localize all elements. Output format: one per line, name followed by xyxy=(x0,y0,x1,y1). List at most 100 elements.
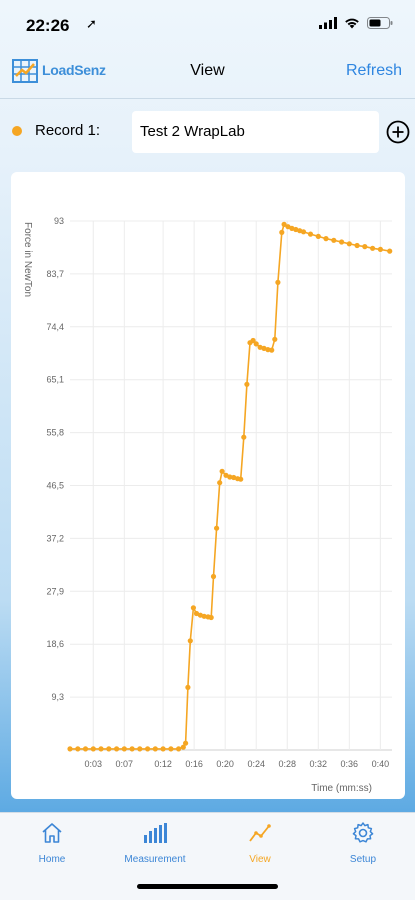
data-point xyxy=(354,242,360,249)
data-point xyxy=(253,341,259,347)
data-point xyxy=(265,347,271,353)
data-point xyxy=(114,746,120,752)
battery-icon xyxy=(367,17,393,29)
data-point xyxy=(190,605,196,611)
x-tick-label: 0:36 xyxy=(341,759,359,769)
tab-measurement[interactable]: Measurement xyxy=(105,821,205,865)
plus-circle-icon[interactable] xyxy=(386,120,410,144)
data-point xyxy=(168,746,174,752)
y-tick-label: 18,6 xyxy=(46,639,64,649)
data-point xyxy=(362,244,368,250)
data-point xyxy=(214,525,220,531)
record-label: Record 1: xyxy=(35,122,101,139)
home-icon xyxy=(42,823,62,843)
home-indicator xyxy=(137,884,278,889)
data-point xyxy=(219,468,225,474)
data-point xyxy=(98,746,104,752)
data-point xyxy=(285,224,291,230)
loadsenz-logo-icon xyxy=(12,59,38,83)
data-point xyxy=(244,381,250,387)
data-point xyxy=(269,347,275,353)
data-point xyxy=(176,746,182,752)
x-tick-label: 0:20 xyxy=(216,759,234,769)
y-tick-label: 27,9 xyxy=(46,586,64,596)
data-point xyxy=(241,434,247,440)
y-tick-label: 9,3 xyxy=(51,692,64,702)
data-point xyxy=(137,746,143,752)
data-point xyxy=(227,474,233,480)
data-point xyxy=(129,746,135,752)
line-chart-icon xyxy=(249,824,271,842)
data-point xyxy=(145,746,151,752)
data-point xyxy=(261,345,267,351)
data-point xyxy=(82,746,89,752)
data-point xyxy=(293,226,299,233)
data-point xyxy=(275,279,281,285)
data-point xyxy=(279,229,285,235)
refresh-button[interactable]: Refresh xyxy=(345,62,402,79)
tab-setup-label: Setup xyxy=(349,854,377,865)
x-tick-label: 0:32 xyxy=(310,759,328,769)
data-point xyxy=(201,613,207,619)
x-tick-label: 0:40 xyxy=(372,759,390,769)
data-point xyxy=(272,336,278,342)
data-point xyxy=(231,474,237,481)
data-point xyxy=(121,746,127,752)
data-point xyxy=(370,245,376,251)
data-point xyxy=(281,221,287,227)
data-point xyxy=(193,610,200,617)
data-point xyxy=(187,638,193,644)
data-point xyxy=(250,337,256,344)
y-tick-label: 83,7 xyxy=(46,269,64,279)
y-tick-label: 37,2 xyxy=(46,533,64,543)
data-point xyxy=(75,746,81,752)
y-tick-label: 46,5 xyxy=(46,481,64,491)
y-tick-label: 55,8 xyxy=(46,428,64,438)
status-icons xyxy=(319,17,393,29)
data-point xyxy=(180,744,186,750)
status-bar: 22:26 ➚ xyxy=(0,0,415,46)
data-point xyxy=(387,248,393,254)
signal-icon xyxy=(319,17,337,29)
tab-setup[interactable]: Setup xyxy=(313,821,413,865)
data-point xyxy=(90,746,96,752)
x-tick-label: 0:07 xyxy=(116,759,134,769)
data-point xyxy=(289,225,295,231)
data-point xyxy=(183,740,189,746)
data-point xyxy=(238,476,244,482)
data-point xyxy=(323,236,329,242)
data-point xyxy=(67,746,73,752)
nav-divider xyxy=(0,98,415,99)
app-logo: LoadSenz xyxy=(12,56,106,84)
gear-icon xyxy=(352,822,374,843)
y-tick-label: 93 xyxy=(54,216,64,226)
logo-text: LoadSenz xyxy=(42,62,106,78)
data-point xyxy=(346,241,352,247)
data-point xyxy=(307,231,314,237)
data-point xyxy=(257,344,263,350)
wifi-icon xyxy=(345,18,359,29)
x-tick-label: 0:12 xyxy=(154,759,172,769)
force-chart[interactable]: 9,3 18,6 27,9 37,2 46,5 55,8 65,1 74,4 83,7 93 0:0… xyxy=(11,172,405,799)
y-axis-title: Force in NewTon xyxy=(22,222,33,297)
record-row: Record 1: Test 2 WrapLab xyxy=(0,110,415,154)
x-tick-label: 0:24 xyxy=(247,759,265,769)
y-tick-label: 74,4 xyxy=(46,322,64,332)
data-point xyxy=(339,239,345,245)
data-point xyxy=(210,573,217,580)
chart-card: 9,3 18,6 27,9 37,2 46,5 55,8 65,1 74,4 83,7 93 0:0… xyxy=(11,172,405,799)
tab-home-label: Home xyxy=(38,854,66,865)
tab-home[interactable]: Home xyxy=(2,821,102,865)
nav-bar: LoadSenz View Refresh xyxy=(0,50,415,94)
status-time: 22:26 xyxy=(26,16,70,35)
tab-view[interactable]: View xyxy=(210,821,310,865)
page-title: View xyxy=(190,62,225,79)
force-series-line xyxy=(70,223,390,750)
tab-view-label: View xyxy=(249,854,271,865)
location-arrow-icon: ➚ xyxy=(86,16,97,31)
record-select-field[interactable]: Test 2 WrapLab xyxy=(132,111,379,153)
data-point xyxy=(217,480,223,486)
x-axis-title: Time (mm:ss) xyxy=(311,783,372,794)
x-tick-label: 0:28 xyxy=(278,759,296,769)
bar-chart-icon xyxy=(144,823,167,843)
